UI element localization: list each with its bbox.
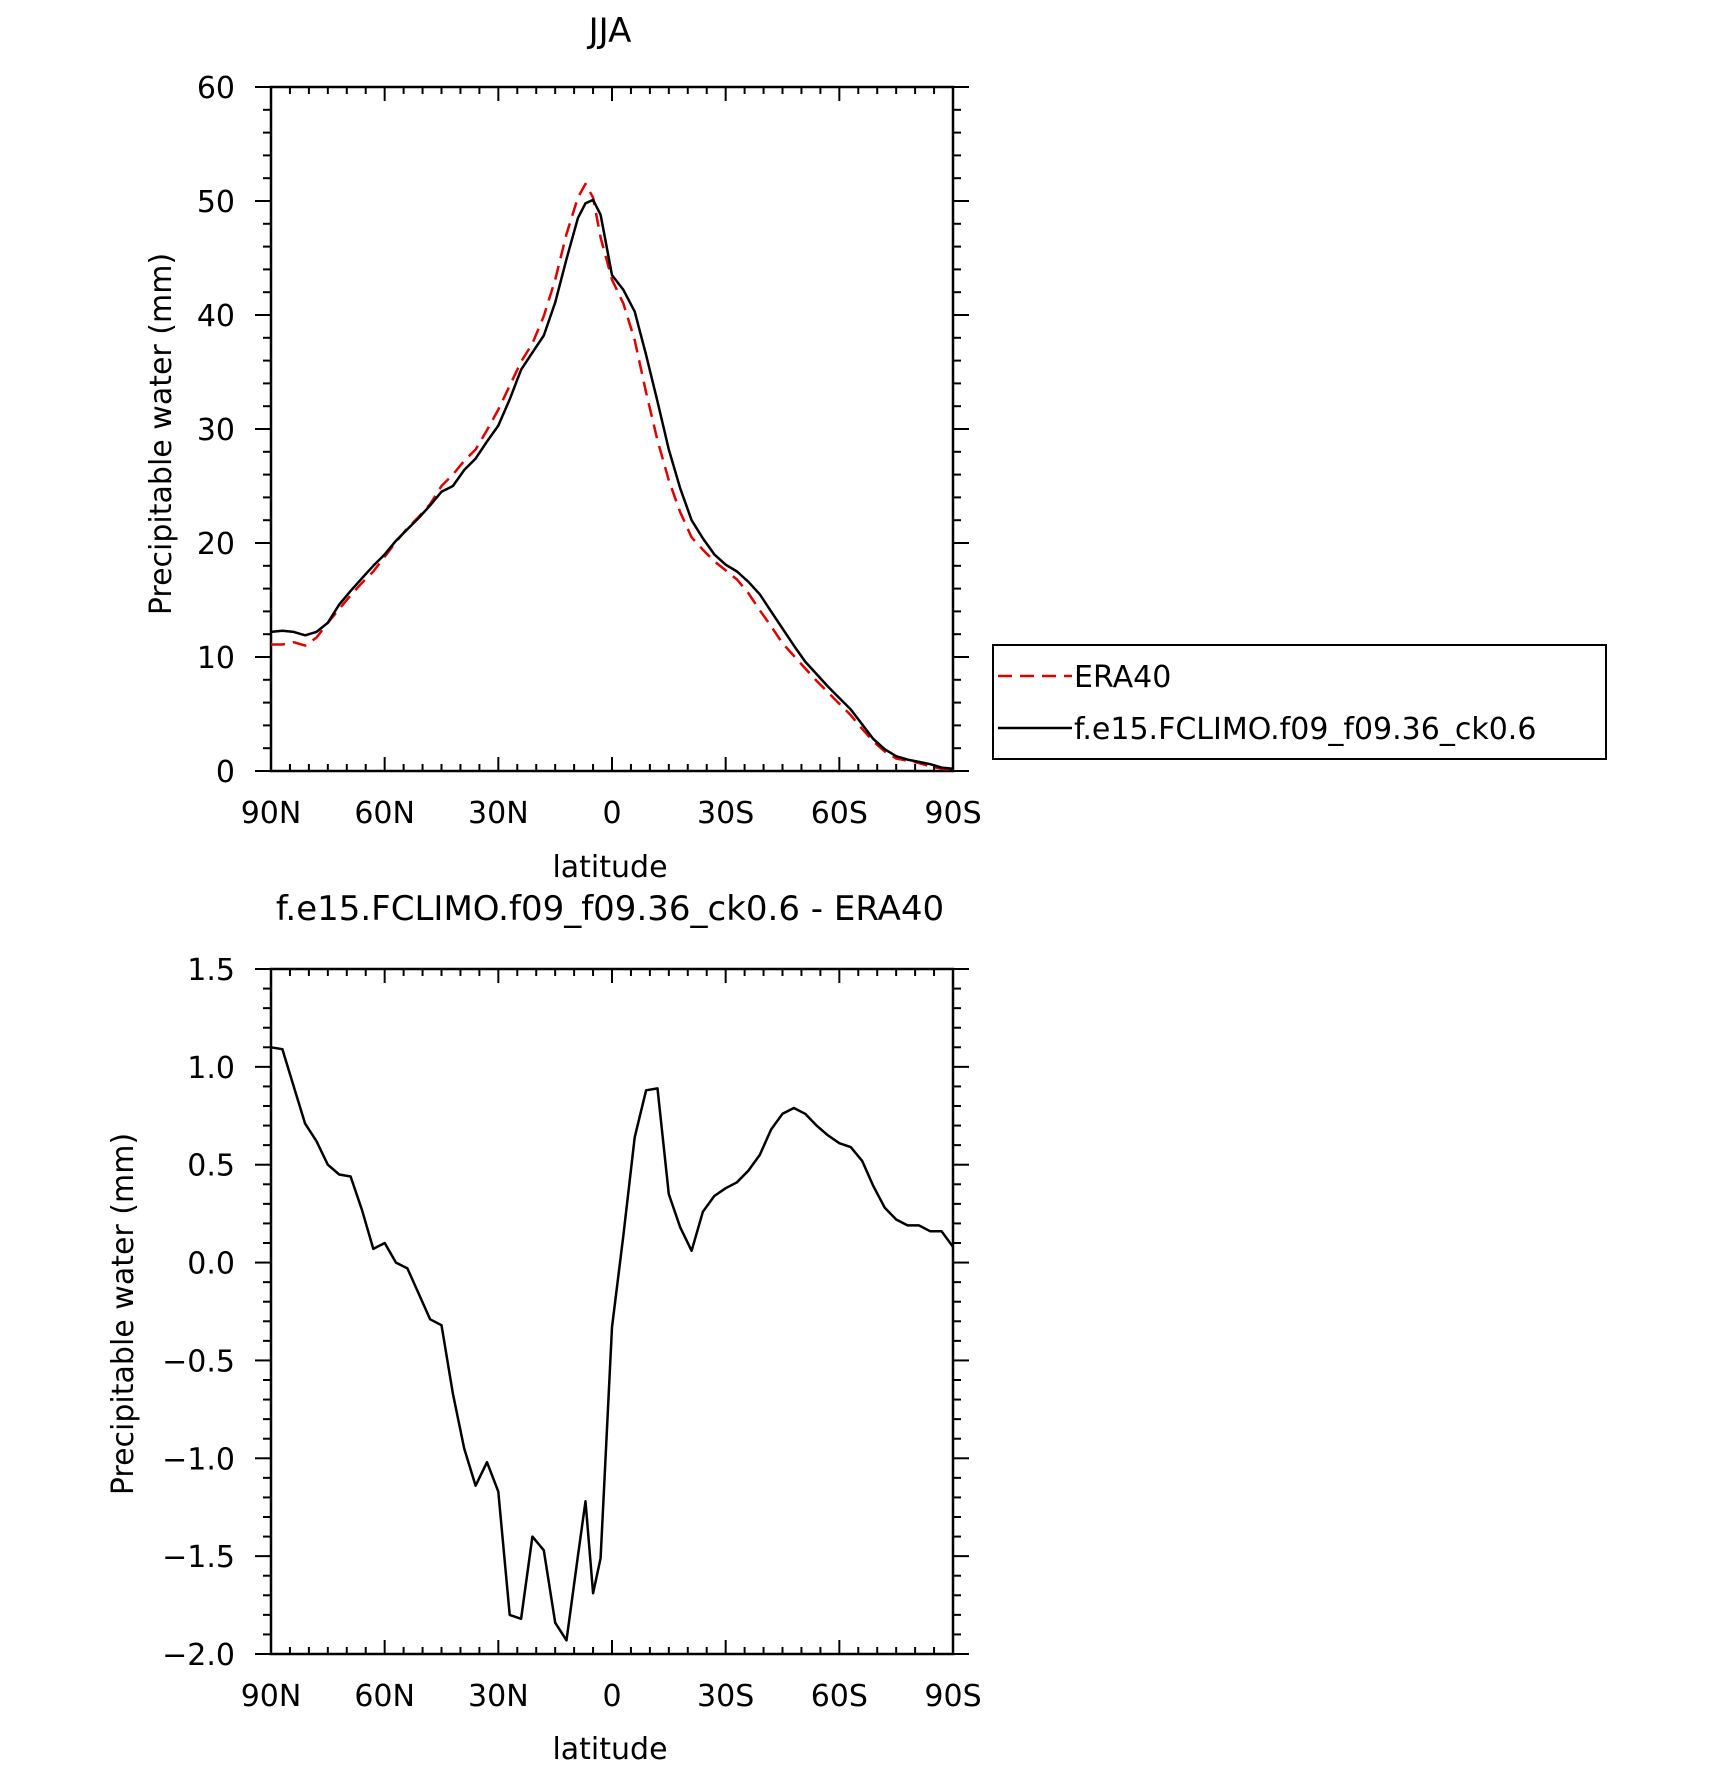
- bottom-panel-xlabel: latitude: [552, 1732, 667, 1762]
- bottom-y-tick-label: 0.5: [187, 1149, 235, 1184]
- bottom-y-tick-label: −1.0: [162, 1442, 235, 1477]
- bottom-x-tick-label: 0: [602, 1679, 621, 1714]
- bottom-y-tick-label: 1.0: [187, 1051, 235, 1086]
- bottom-x-tick-label: 90S: [924, 1679, 981, 1714]
- top-x-tick-label: 0: [602, 796, 621, 831]
- legend-box: [992, 644, 1607, 760]
- legend: ERA40 f.e15.FCLIMO.f09_f09.36_ck0.6: [992, 644, 1607, 760]
- top-panel-ylabel: Precipitable water (mm): [144, 253, 179, 615]
- legend-label-model: f.e15.FCLIMO.f09_f09.36_ck0.6: [1074, 712, 1536, 747]
- legend-label-era40: ERA40: [1074, 660, 1171, 695]
- top-x-tick-label: 90N: [241, 796, 302, 831]
- bottom-panel: f.e15.FCLIMO.f09_f09.36_ck0.6 - ERA40 la…: [106, 889, 982, 1767]
- bottom-panel-title: f.e15.FCLIMO.f09_f09.36_ck0.6 - ERA40: [276, 889, 944, 929]
- bottom-y-tick-label: 1.5: [187, 953, 235, 988]
- top-y-tick-label: 10: [197, 641, 235, 676]
- bottom-panel-ylabel: Precipitable water (mm): [106, 1133, 141, 1495]
- top-y-tick-label: 30: [197, 413, 235, 448]
- bottom-y-tick-label: −0.5: [162, 1344, 235, 1379]
- bottom-x-tick-label: 30S: [697, 1679, 754, 1714]
- bottom-x-tick-label: 30N: [468, 1679, 529, 1714]
- bottom-x-tick-label: 60S: [811, 1679, 868, 1714]
- top-y-tick-label: 60: [197, 71, 235, 106]
- top-series-line-model: [270, 198, 954, 770]
- bottom-y-tick-label: −2.0: [162, 1638, 235, 1673]
- bottom-y-tick-label: −1.5: [162, 1540, 235, 1575]
- top-x-tick-label: 60N: [354, 796, 415, 831]
- top-panel: JJA latitude Precipitable water (mm) 90N…: [144, 11, 982, 885]
- bottom-plot-frame: [269, 967, 955, 1656]
- top-y-tick-label: 40: [197, 299, 235, 334]
- bottom-series-line-model: [270, 1046, 955, 1642]
- top-x-tick-label: 30N: [468, 796, 529, 831]
- top-plot-frame: [269, 85, 955, 773]
- top-panel-xlabel: latitude: [552, 850, 667, 885]
- top-panel-title: JJA: [587, 11, 632, 51]
- top-x-tick-label: 30S: [697, 796, 754, 831]
- bottom-x-tick-label: 60N: [354, 1679, 415, 1714]
- top-y-tick-label: 20: [197, 527, 235, 562]
- top-y-tick-label: 0: [216, 755, 235, 790]
- top-x-tick-label: 90S: [924, 796, 981, 831]
- bottom-x-tick-label: 90N: [241, 1679, 302, 1714]
- top-y-tick-label: 50: [197, 185, 235, 220]
- bottom-y-tick-label: 0.0: [187, 1247, 235, 1282]
- top-series-line-era40: [271, 182, 954, 772]
- top-x-tick-label: 60S: [811, 796, 868, 831]
